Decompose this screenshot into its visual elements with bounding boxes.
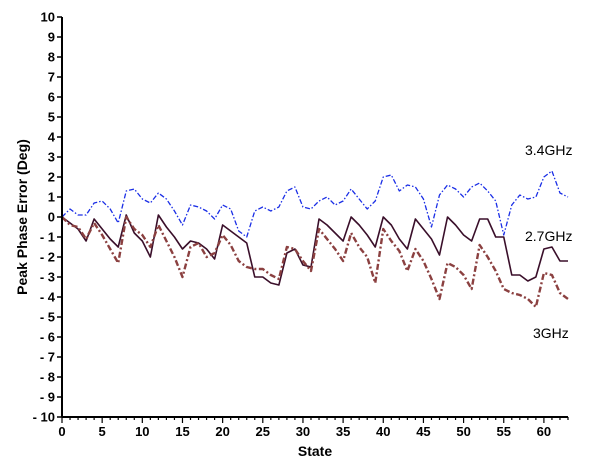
y-tick-label: 3 [48, 150, 55, 165]
y-tick-label: - 8 [40, 370, 55, 385]
y-tick-label: - 10 [33, 410, 55, 425]
x-tick-label: 25 [256, 424, 270, 439]
y-tick-label: 9 [48, 30, 55, 45]
x-tick-label: 10 [135, 424, 149, 439]
y-axis-title: Peak Phase Error (Deg) [14, 139, 30, 295]
series-label-3-4ghz: 3.4GHz [525, 142, 572, 158]
y-tick-label: - 4 [40, 290, 56, 305]
x-tick-label: 35 [336, 424, 350, 439]
series-line-3-4ghz [61, 170, 569, 238]
y-tick-label: - 5 [40, 310, 55, 325]
series-layer [61, 170, 569, 309]
x-tick-label: 5 [99, 424, 106, 439]
labels-layer: State Peak Phase Error (Deg) 3.4GHz 2.7G… [14, 139, 572, 459]
x-tick-label: 45 [416, 424, 430, 439]
y-tick-label: - 6 [40, 330, 55, 345]
y-tick-label: - 3 [40, 270, 55, 285]
x-tick-label: 0 [58, 424, 65, 439]
y-tick-label: - 1 [40, 230, 55, 245]
x-tick-label: 60 [537, 424, 551, 439]
y-tick-label: - 9 [40, 390, 55, 405]
series-label-2-7ghz: 2.7GHz [525, 228, 572, 244]
y-tick-label: 10 [41, 10, 55, 25]
x-tick-label: 15 [175, 424, 189, 439]
series-line-3ghz [61, 215, 569, 309]
y-tick-label: 8 [48, 50, 55, 65]
y-tick-label: 6 [48, 90, 55, 105]
y-tick-label: 4 [48, 130, 56, 145]
y-tick-label: 2 [48, 170, 55, 185]
series-label-3ghz: 3GHz [533, 325, 569, 341]
x-tick-label: 30 [296, 424, 310, 439]
axes-layer [61, 17, 568, 418]
y-tick-label: 0 [48, 210, 55, 225]
y-tick-label: 7 [48, 70, 55, 85]
series-line-2-7ghz [61, 214, 568, 286]
x-tick-label: 55 [497, 424, 511, 439]
x-tick-label: 40 [376, 424, 390, 439]
y-tick-label: - 2 [40, 250, 55, 265]
y-tick-label: 1 [48, 190, 55, 205]
x-axis-title: State [298, 443, 332, 459]
y-tick-label: - 7 [40, 350, 55, 365]
x-tick-label: 20 [215, 424, 229, 439]
y-tick-label: 5 [48, 110, 55, 125]
x-tick-label: 50 [456, 424, 470, 439]
